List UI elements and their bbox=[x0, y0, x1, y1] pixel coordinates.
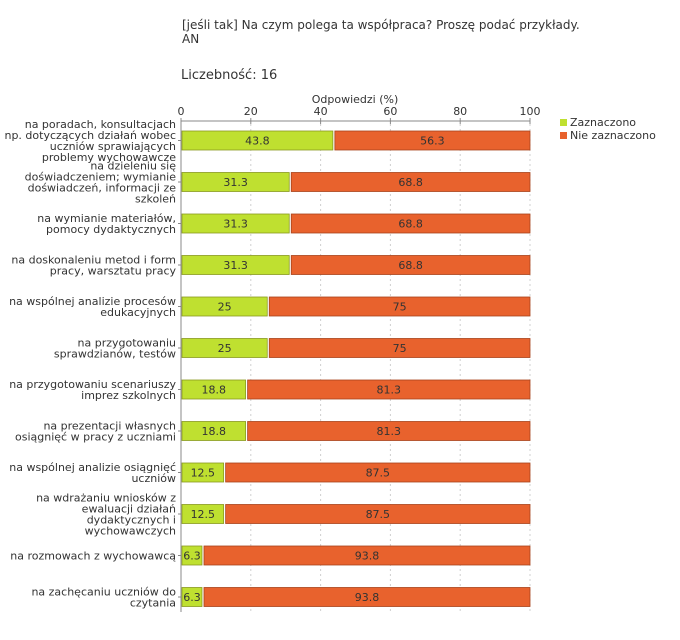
value-label-not-selected-8: 87.5 bbox=[366, 467, 391, 480]
bar-selected-7 bbox=[181, 421, 247, 441]
category-label-4: na wspólnej analizie procesów edukacyjnyc… bbox=[9, 295, 176, 319]
value-label-not-selected-4: 75 bbox=[393, 301, 407, 314]
bar-selected-4 bbox=[181, 296, 268, 317]
legend-swatch-not-selected bbox=[560, 132, 567, 139]
value-label-selected-3: 31.3 bbox=[223, 259, 248, 272]
value-label-not-selected-6: 81.3 bbox=[377, 384, 402, 397]
value-label-selected-1: 31.3 bbox=[223, 176, 248, 189]
category-label-2: na wymianie materiałów, pomocy dydaktyczn… bbox=[37, 212, 176, 236]
x-tick-label-4: 80 bbox=[453, 105, 467, 118]
legend-item-selected: Zaznaczono bbox=[560, 116, 656, 129]
category-label-9: na wdrażaniu wniosków z ewaluacji działań… bbox=[36, 492, 176, 538]
category-label-8: na wspólnej analizie osiągnięć uczniów bbox=[9, 461, 176, 485]
x-tick-label-5: 100 bbox=[520, 105, 541, 118]
value-label-selected-4: 25 bbox=[218, 301, 232, 314]
bar-not-selected-6 bbox=[247, 379, 531, 400]
bar-selected-6 bbox=[181, 379, 247, 400]
x-axis-label: Odpowiedzi (%) bbox=[312, 93, 399, 106]
legend-swatch-selected bbox=[560, 119, 567, 126]
value-label-selected-0: 43.8 bbox=[245, 135, 270, 148]
value-label-not-selected-1: 68.8 bbox=[398, 176, 423, 189]
value-label-not-selected-11: 93.8 bbox=[355, 591, 380, 604]
legend-item-not-selected: Nie zaznaczono bbox=[560, 129, 656, 142]
bar-selected-1 bbox=[181, 172, 290, 192]
x-tick-label-2: 40 bbox=[314, 105, 328, 118]
bar-not-selected-3 bbox=[290, 255, 531, 275]
sample-count: Liczebność: 16 bbox=[181, 68, 278, 83]
legend-label-selected: Zaznaczono bbox=[570, 116, 637, 129]
value-label-not-selected-10: 93.8 bbox=[355, 550, 380, 563]
bar-selected-9 bbox=[181, 504, 225, 524]
bar-not-selected-5 bbox=[268, 338, 531, 358]
value-label-not-selected-0: 56.3 bbox=[420, 135, 445, 148]
category-label-10: na rozmowach z wychowawcą bbox=[10, 550, 176, 563]
chart-legend: Zaznaczono Nie zaznaczono bbox=[560, 116, 656, 142]
legend-label-not-selected: Nie zaznaczono bbox=[570, 129, 656, 142]
bar-not-selected-9 bbox=[225, 504, 531, 524]
value-label-selected-6: 18.8 bbox=[202, 384, 227, 397]
x-tick-label-3: 60 bbox=[383, 105, 397, 118]
question-title: [jeśli tak] Na czym polega ta współpraca… bbox=[182, 18, 580, 46]
value-label-not-selected-9: 87.5 bbox=[366, 508, 391, 521]
value-label-selected-8: 12.5 bbox=[191, 467, 216, 480]
value-label-selected-2: 31.3 bbox=[223, 218, 248, 231]
bar-selected-10 bbox=[181, 545, 203, 566]
value-label-selected-5: 25 bbox=[218, 342, 232, 355]
category-label-5: na przygotowaniu sprawdzianów, testów bbox=[54, 337, 176, 361]
bar-not-selected-4 bbox=[268, 296, 531, 317]
bar-selected-8 bbox=[181, 462, 225, 483]
category-label-0: na poradach, konsultacjach np. dotyczącyc… bbox=[4, 118, 176, 164]
x-tick-label-1: 20 bbox=[244, 105, 258, 118]
bar-not-selected-0 bbox=[334, 130, 531, 151]
bar-selected-11 bbox=[181, 587, 203, 607]
value-label-not-selected-7: 81.3 bbox=[377, 425, 402, 438]
bar-selected-3 bbox=[181, 255, 290, 275]
bar-not-selected-8 bbox=[225, 462, 531, 483]
value-label-selected-9: 12.5 bbox=[191, 508, 216, 521]
bar-not-selected-10 bbox=[203, 545, 531, 566]
value-label-selected-7: 18.8 bbox=[202, 425, 227, 438]
category-label-7: na prezentacji własnych osiągnięć w pracy… bbox=[15, 420, 176, 444]
bar-not-selected-1 bbox=[290, 172, 531, 192]
value-label-not-selected-3: 68.8 bbox=[398, 259, 423, 272]
value-label-not-selected-2: 68.8 bbox=[398, 218, 423, 231]
bar-not-selected-7 bbox=[247, 421, 531, 441]
bar-selected-0 bbox=[181, 130, 334, 151]
category-label-3: na doskonaleniu metod i form pracy, warsz… bbox=[11, 254, 176, 278]
bar-not-selected-2 bbox=[290, 213, 531, 234]
bar-not-selected-11 bbox=[203, 587, 531, 607]
value-label-not-selected-5: 75 bbox=[393, 342, 407, 355]
bar-selected-5 bbox=[181, 338, 268, 358]
x-tick-label-0: 0 bbox=[178, 105, 185, 118]
value-label-selected-10: 6.3 bbox=[183, 550, 201, 563]
category-label-1: na dzieleniu się doświadczeniem; wymianie… bbox=[25, 160, 177, 206]
category-label-11: na zachęcaniu uczniów do czytania bbox=[31, 586, 176, 610]
category-label-6: na przygotowaniu scenariuszy imprez szkol… bbox=[9, 378, 176, 402]
bar-selected-2 bbox=[181, 213, 290, 234]
value-label-selected-11: 6.3 bbox=[183, 591, 201, 604]
